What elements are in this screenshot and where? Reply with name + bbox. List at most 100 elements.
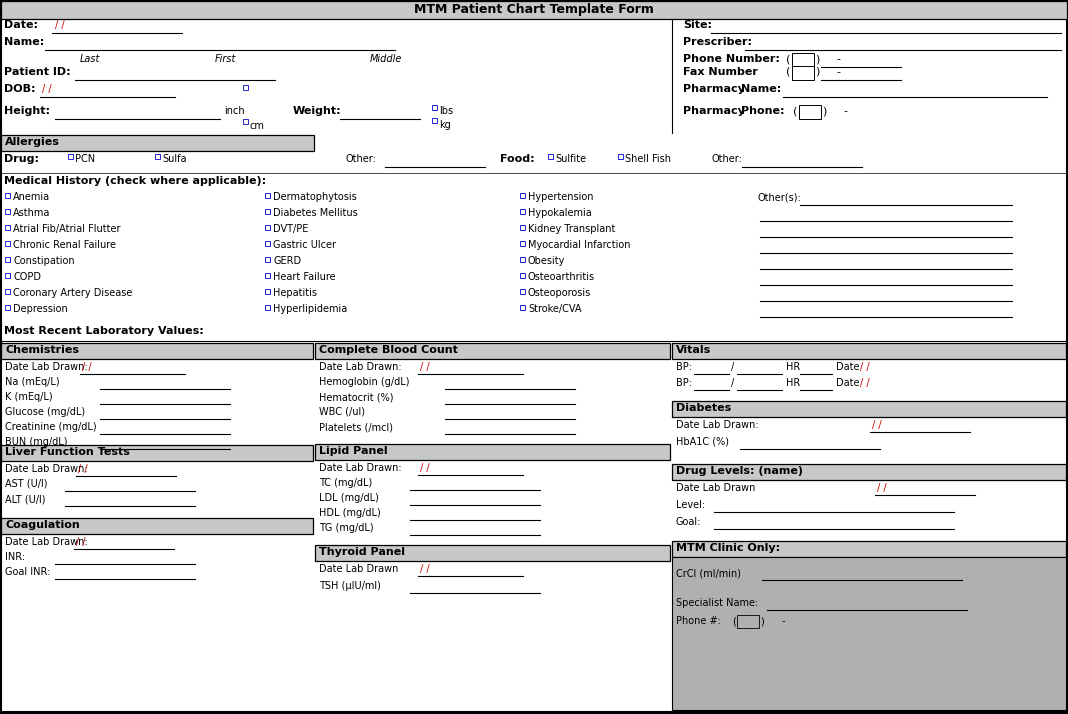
Text: Gastric Ulcer: Gastric Ulcer — [273, 240, 336, 250]
Text: -: - — [843, 106, 847, 116]
Text: -: - — [836, 54, 841, 64]
Text: Name:: Name: — [741, 84, 782, 94]
Text: Goal INR:: Goal INR: — [5, 567, 50, 577]
Bar — [315, 444, 670, 460]
Text: Hepatitis: Hepatitis — [273, 288, 317, 298]
Text: Fax Number: Fax Number — [684, 67, 758, 77]
Text: DOB:: DOB: — [4, 84, 35, 94]
Bar — [265, 225, 270, 230]
Text: / /: / / — [78, 464, 88, 474]
Bar — [315, 343, 670, 359]
Text: Drug:: Drug: — [4, 154, 40, 164]
Bar — [672, 541, 1066, 557]
Bar — [799, 105, 821, 119]
Text: Constipation: Constipation — [13, 256, 75, 266]
Bar — [548, 154, 553, 159]
Text: WBC (/ul): WBC (/ul) — [319, 407, 365, 417]
Text: lbs: lbs — [439, 106, 453, 116]
Text: cm: cm — [250, 121, 265, 131]
Bar — [618, 154, 623, 159]
Bar — [244, 85, 248, 90]
Bar — [5, 257, 10, 262]
Text: / /: / / — [871, 420, 881, 430]
Bar — [265, 289, 270, 294]
Text: / /: / / — [54, 20, 65, 30]
Bar — [68, 154, 73, 159]
Text: /: / — [731, 378, 735, 388]
Text: Prescriber:: Prescriber: — [684, 37, 752, 47]
Text: Specialist Name:: Specialist Name: — [676, 598, 758, 608]
Bar — [672, 557, 1066, 710]
Bar — [1, 445, 313, 461]
Bar — [431, 118, 437, 123]
Text: / /: / / — [420, 362, 429, 372]
Text: / /: / / — [860, 378, 869, 388]
Bar — [5, 193, 10, 198]
Bar — [155, 154, 160, 159]
Text: Coagulation: Coagulation — [5, 520, 80, 530]
Bar — [672, 401, 1066, 417]
Text: (: ( — [794, 106, 798, 116]
Text: Stroke/CVA: Stroke/CVA — [528, 304, 581, 314]
Bar — [5, 209, 10, 214]
Text: Osteoporosis: Osteoporosis — [528, 288, 592, 298]
Text: Sulfite: Sulfite — [555, 154, 586, 164]
Text: Glucose (mg/dL): Glucose (mg/dL) — [5, 407, 85, 417]
Bar — [792, 66, 814, 80]
Text: Phone:: Phone: — [741, 106, 785, 116]
Bar — [265, 257, 270, 262]
Text: Date Lab Drawn: Date Lab Drawn — [319, 564, 398, 574]
Text: (: ( — [732, 616, 736, 626]
Text: Depression: Depression — [13, 304, 67, 314]
Text: Patient ID:: Patient ID: — [4, 67, 70, 77]
Bar — [737, 615, 759, 628]
Text: HDL (mg/dL): HDL (mg/dL) — [319, 508, 381, 518]
Text: TC (mg/dL): TC (mg/dL) — [319, 478, 373, 488]
Text: Na (mEq/L): Na (mEq/L) — [5, 377, 60, 387]
Text: GERD: GERD — [273, 256, 301, 266]
Bar — [244, 119, 248, 124]
Text: Dermatophytosis: Dermatophytosis — [273, 192, 357, 202]
Text: Atrial Fib/Atrial Flutter: Atrial Fib/Atrial Flutter — [13, 224, 121, 234]
Text: Level:: Level: — [676, 500, 705, 510]
Text: -: - — [782, 616, 785, 626]
Text: ): ) — [760, 616, 764, 626]
Text: Complete Blood Count: Complete Blood Count — [319, 345, 458, 355]
Text: K (mEq/L): K (mEq/L) — [5, 392, 52, 402]
Bar — [520, 209, 525, 214]
Text: Anemia: Anemia — [13, 192, 50, 202]
Text: Chronic Renal Failure: Chronic Renal Failure — [13, 240, 116, 250]
Text: Name:: Name: — [4, 37, 44, 47]
Text: Asthma: Asthma — [13, 208, 50, 218]
Text: Last: Last — [80, 54, 100, 64]
Text: Date: Date — [836, 378, 860, 388]
Text: Date Lab Drawn:: Date Lab Drawn: — [5, 362, 88, 372]
Bar — [265, 241, 270, 246]
Text: Allergies: Allergies — [5, 137, 60, 147]
Text: TG (mg/dL): TG (mg/dL) — [319, 523, 374, 533]
Text: Thyroid Panel: Thyroid Panel — [319, 547, 405, 557]
Bar — [1, 518, 313, 534]
Text: kg: kg — [439, 120, 451, 130]
Text: Goal:: Goal: — [676, 517, 702, 527]
Text: Other:: Other: — [712, 154, 743, 164]
Text: Drug Levels: (name): Drug Levels: (name) — [676, 466, 803, 476]
Bar — [792, 53, 814, 67]
Text: Pharmacy: Pharmacy — [684, 106, 744, 116]
Text: Hyperlipidemia: Hyperlipidemia — [273, 304, 347, 314]
Bar — [265, 209, 270, 214]
Bar — [520, 289, 525, 294]
Bar — [1, 1, 1067, 19]
Bar — [431, 105, 437, 110]
Bar — [520, 193, 525, 198]
Text: Diabetes Mellitus: Diabetes Mellitus — [273, 208, 358, 218]
Bar — [520, 273, 525, 278]
Text: Phone Number:: Phone Number: — [684, 54, 780, 64]
Text: Other(s):: Other(s): — [758, 192, 802, 202]
Text: LDL (mg/dL): LDL (mg/dL) — [319, 493, 379, 503]
Text: Heart Failure: Heart Failure — [273, 272, 335, 282]
Text: Food:: Food: — [500, 154, 535, 164]
Text: Hypokalemia: Hypokalemia — [528, 208, 592, 218]
Text: / /: / / — [82, 362, 92, 372]
Text: BUN (mg/dL): BUN (mg/dL) — [5, 437, 67, 447]
